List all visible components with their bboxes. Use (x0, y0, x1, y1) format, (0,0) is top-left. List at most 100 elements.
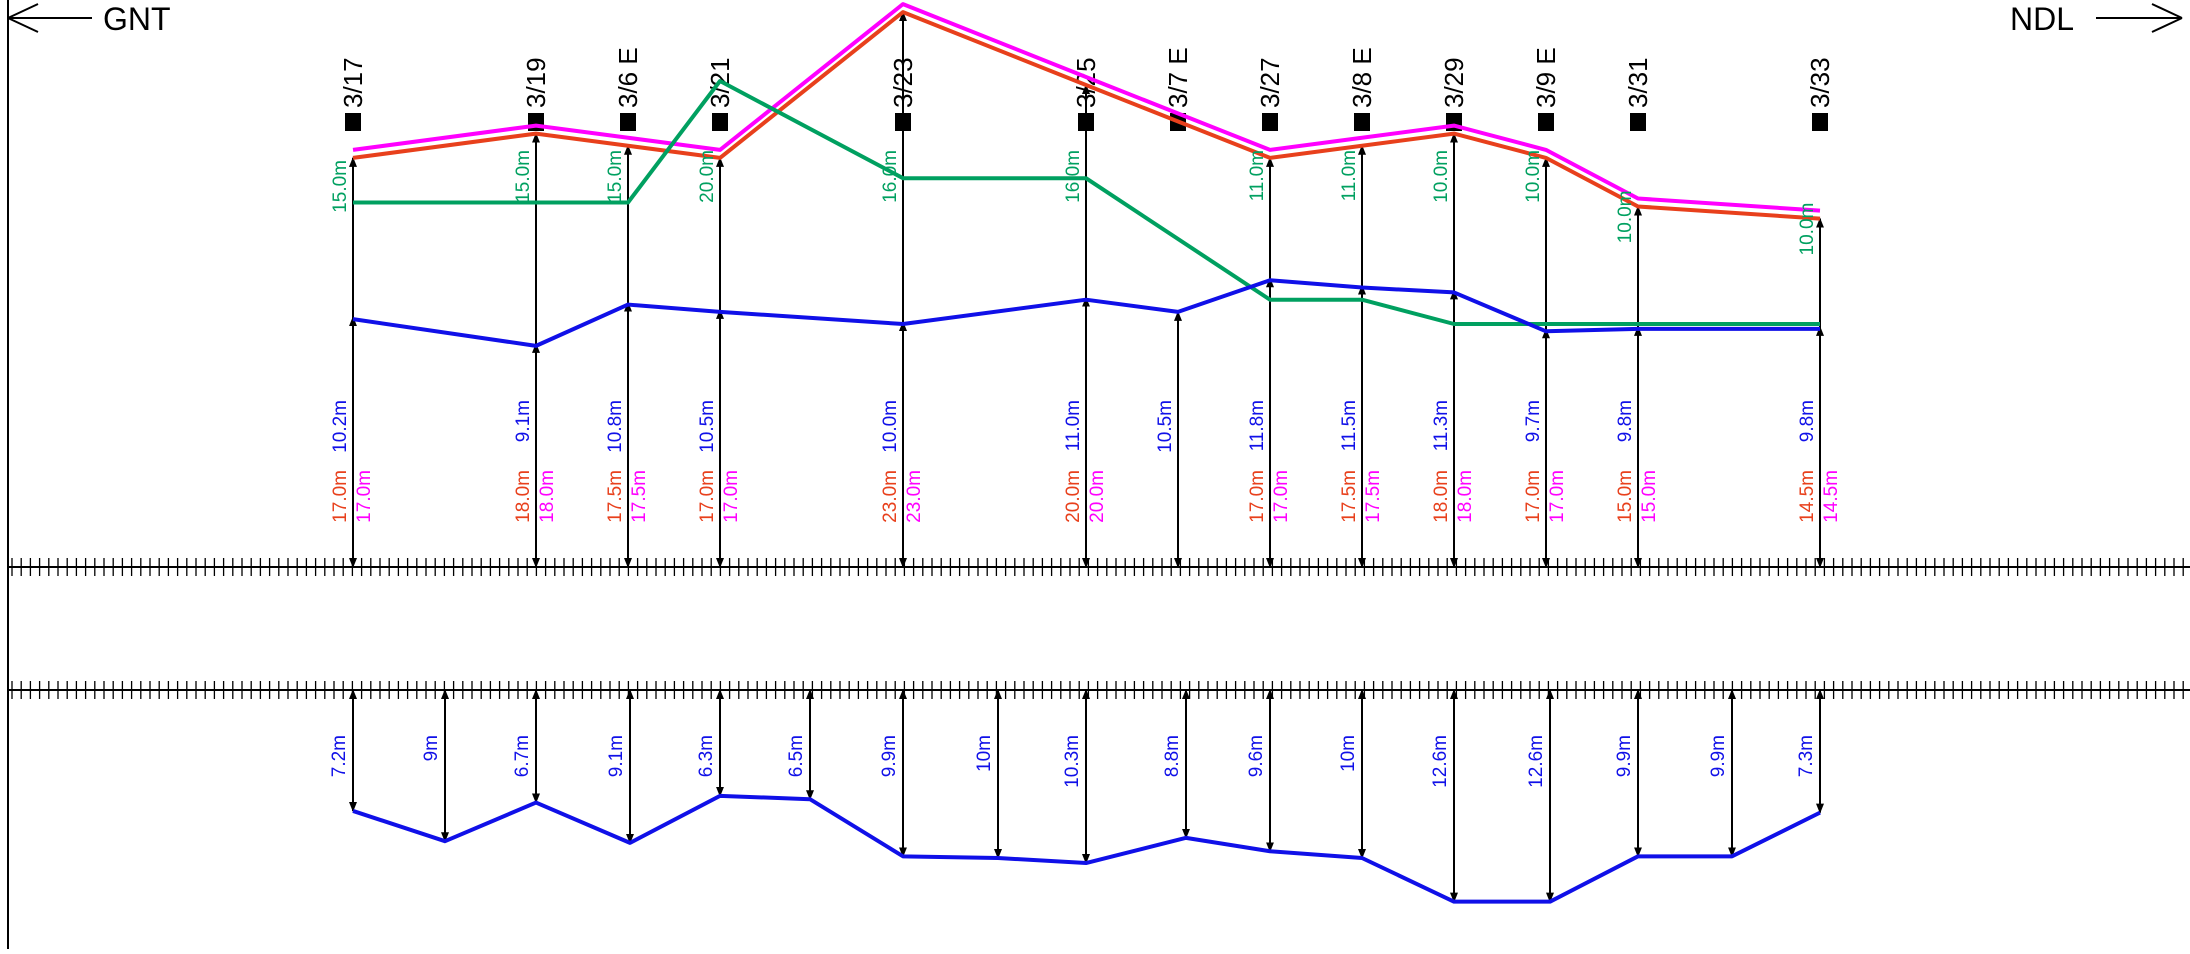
pole-3-9e: 3/9 E (1531, 47, 1561, 568)
orange-height-label: 17.5m (1339, 470, 1360, 523)
pole-label: 3/6 E (613, 47, 643, 108)
magenta-height-label: 17.0m (354, 470, 375, 523)
clearance-label: 9.1m (606, 735, 627, 777)
clearance-label: 6.5m (786, 735, 807, 777)
magenta-height-label: 15.0m (1639, 470, 1660, 523)
clearance-label: 7.3m (1796, 735, 1817, 777)
pole-marker-icon (1812, 113, 1828, 131)
magenta-height-label: 17.0m (721, 470, 742, 523)
pole-label: 3/8 E (1347, 47, 1377, 108)
pole-3-23: 3/23 (888, 11, 918, 568)
pole-marker-icon (712, 113, 728, 131)
pole-label: 3/33 (1805, 57, 1835, 108)
left-direction-indicator: GNT (7, 1, 171, 37)
clearance-label: 7.2m (329, 735, 350, 777)
green-height-label: 10.0m (1431, 150, 1452, 203)
blue-height-label: 10.0m (880, 400, 901, 453)
pole-3-17: 3/17 (338, 57, 368, 568)
orange-height-label: 17.5m (605, 470, 626, 523)
right-direction-indicator: NDL (2010, 1, 2183, 37)
pole-marker-icon (345, 113, 361, 131)
pole-label: 3/17 (338, 57, 368, 108)
magenta-conductor-line (352, 2, 1821, 213)
orange-height-label: 14.5m (1797, 470, 1818, 523)
pole-label: 3/9 E (1531, 47, 1561, 108)
green-height-label: 11.0m (1339, 150, 1360, 201)
left-direction-label: GNT (103, 1, 171, 37)
orange-height-label: 17.0m (1247, 470, 1268, 523)
clearance-label: 10m (974, 735, 995, 772)
magenta-height-label: 17.0m (1271, 470, 1292, 523)
right-direction-label: NDL (2010, 1, 2074, 37)
blue-height-label: 10.2m (330, 400, 351, 453)
magenta-height-label: 14.5m (1821, 470, 1842, 523)
clearance-label: 12.6m (1430, 735, 1451, 788)
clearance-label: 10m (1338, 735, 1359, 772)
green-height-label: 11.0m (1247, 150, 1268, 201)
pole-marker-icon (1354, 113, 1370, 131)
magenta-height-label: 18.0m (537, 470, 558, 523)
orange-conductor-line (352, 10, 1821, 221)
green-height-label: 16.0m (880, 150, 901, 203)
blue-height-label: 9.8m (1615, 400, 1636, 442)
blue-height-label: 10.8m (605, 400, 626, 453)
green-height-label: 15.0m (513, 150, 534, 203)
pole-label: 3/27 (1255, 57, 1285, 108)
pole-label: 3/7 E (1163, 47, 1193, 108)
blue-height-label: 10.5m (697, 400, 718, 453)
magenta-height-label: 20.0m (1087, 470, 1108, 523)
clearance-label: 6.7m (512, 735, 533, 777)
pole-label: 3/19 (521, 57, 551, 108)
orange-height-label: 18.0m (1431, 470, 1452, 523)
magenta-height-label: 17.5m (629, 470, 650, 523)
blue-height-label: 11.5m (1339, 400, 1360, 451)
clearance-label: 9m (421, 735, 442, 761)
orange-height-label: 17.0m (330, 470, 351, 523)
track-lower (8, 681, 2190, 699)
blue-height-label: 10.5m (1155, 400, 1176, 453)
blue-height-label: 9.8m (1797, 400, 1818, 442)
clearance-label: 9.9m (1708, 735, 1729, 777)
pole-3-7e: 3/7 E (1163, 47, 1193, 568)
clearance-label: 6.3m (696, 735, 717, 777)
magenta-height-label: 23.0m (904, 470, 925, 523)
pole-marker-icon (1630, 113, 1646, 131)
green-conductor-line (353, 79, 1820, 326)
orange-height-label: 15.0m (1615, 470, 1636, 523)
green-height-label: 15.0m (605, 150, 626, 203)
green-height-label: 20.0m (697, 150, 718, 203)
green-height-label: 16.0m (1063, 150, 1084, 203)
pole-3-33: 3/33 (1805, 57, 1835, 568)
lower-layer: 7.2m 9m 6.7m 9.1m 6.3m 6.5m 9.9m 10m 10.3m 8.8m 9.… (329, 689, 1824, 904)
pole-label: 3/31 (1623, 57, 1653, 108)
pole-3-31: 3/31 (1623, 57, 1653, 568)
magenta-height-label: 17.5m (1363, 470, 1384, 523)
blue-height-label: 11.0m (1063, 400, 1084, 451)
green-height-label: 15.0m (330, 160, 351, 213)
pole-3-6e: 3/6 E (613, 47, 643, 568)
clearance-label: 9.9m (879, 735, 900, 777)
orange-height-label: 18.0m (513, 470, 534, 523)
green-height-label: 10.0m (1797, 203, 1818, 256)
clearance-label: 9.9m (1614, 735, 1635, 777)
clearance-label: 8.8m (1162, 735, 1183, 777)
pole-marker-icon (620, 113, 636, 131)
blue-height-label: 11.3m (1431, 400, 1452, 451)
track-upper (8, 558, 2190, 576)
pole-3-8e: 3/8 E (1347, 47, 1377, 568)
pole-label: 3/29 (1439, 57, 1469, 108)
pole-marker-icon (1262, 113, 1278, 131)
orange-height-label: 17.0m (1523, 470, 1544, 523)
magenta-height-label: 18.0m (1455, 470, 1476, 523)
line-layer (352, 2, 1821, 348)
pole-3-27: 3/27 (1255, 57, 1285, 568)
clearance-label: 10.3m (1062, 735, 1083, 788)
orange-height-label: 17.0m (697, 470, 718, 523)
green-height-label: 10.0m (1615, 191, 1636, 244)
blue-height-label: 9.7m (1523, 400, 1544, 442)
left-arrowhead-icon (7, 3, 39, 33)
